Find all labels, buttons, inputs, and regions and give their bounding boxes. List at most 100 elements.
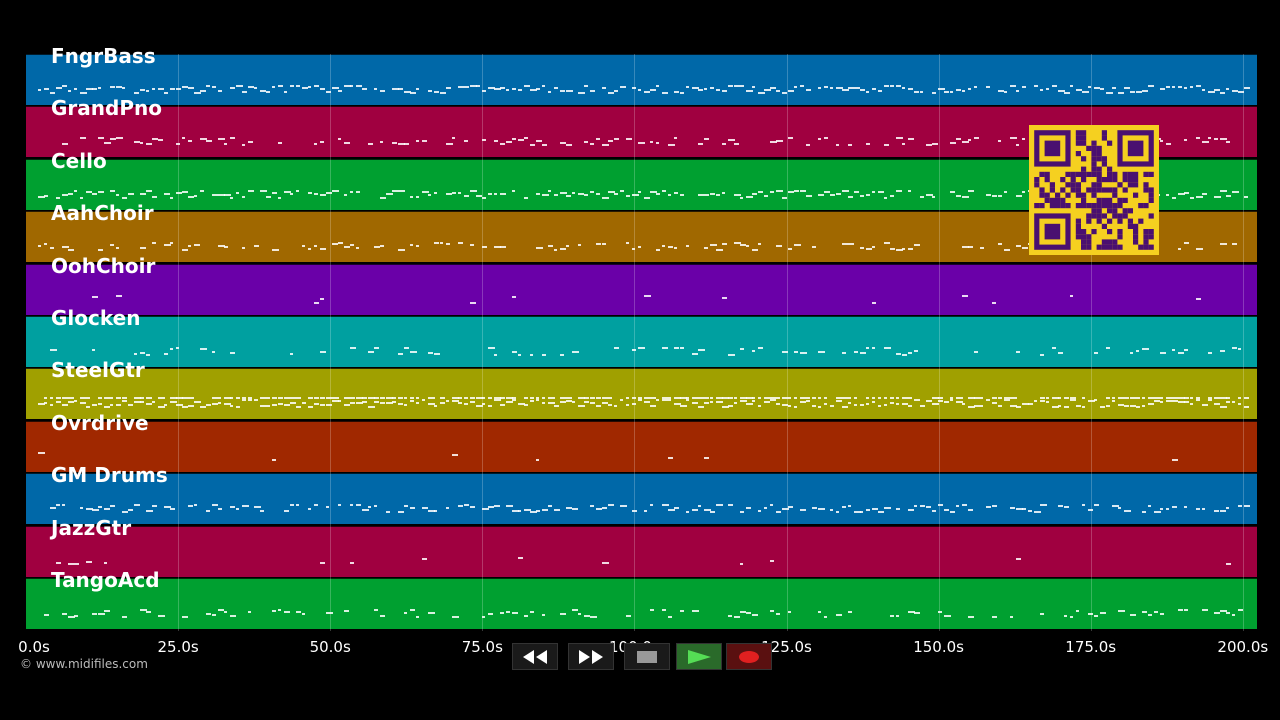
note-mark — [854, 87, 860, 89]
note-mark — [182, 249, 188, 252]
note-mark — [554, 87, 558, 89]
note-mark — [164, 506, 171, 509]
stop-button[interactable] — [624, 643, 670, 670]
note-mark — [1166, 86, 1170, 88]
note-mark — [398, 397, 403, 400]
note-mark — [98, 190, 104, 193]
note-mark — [170, 397, 177, 400]
note-mark — [62, 613, 67, 615]
note-mark — [272, 86, 275, 88]
note-mark — [428, 403, 435, 406]
note-mark — [422, 507, 428, 510]
note-mark — [104, 406, 110, 409]
note-mark — [494, 397, 501, 400]
note-mark — [860, 89, 865, 91]
note-mark — [1022, 508, 1026, 511]
note-mark — [1196, 508, 1200, 511]
note-mark — [476, 397, 483, 400]
note-mark — [230, 506, 235, 509]
note-mark — [1214, 195, 1221, 198]
note-mark — [212, 397, 218, 400]
note-mark — [224, 403, 231, 406]
record-button[interactable] — [726, 643, 772, 670]
note-mark — [626, 138, 632, 141]
note-mark — [548, 402, 555, 405]
note-mark — [620, 399, 623, 402]
note-mark — [218, 508, 222, 511]
note-mark — [872, 397, 875, 400]
note-mark — [404, 347, 409, 349]
note-mark — [530, 611, 534, 613]
note-mark — [512, 399, 516, 402]
note-mark — [848, 505, 851, 508]
note-mark — [518, 403, 525, 406]
qr-code-icon[interactable] — [1029, 125, 1159, 255]
note-mark — [134, 353, 137, 355]
note-mark — [578, 613, 581, 615]
note-mark — [482, 616, 485, 618]
fast-forward-button[interactable] — [568, 643, 614, 670]
note-mark — [380, 141, 383, 144]
note-mark — [1016, 351, 1020, 353]
note-mark — [596, 243, 601, 246]
note-mark — [146, 354, 150, 356]
note-mark — [1208, 91, 1215, 93]
note-mark — [896, 397, 899, 400]
note-mark — [488, 347, 495, 349]
note-mark — [554, 193, 558, 196]
note-mark — [86, 406, 90, 409]
note-mark — [1094, 615, 1098, 617]
note-mark — [1016, 557, 1021, 560]
note-mark — [506, 401, 513, 404]
note-mark — [374, 505, 377, 508]
note-mark — [68, 192, 73, 195]
note-mark — [668, 246, 673, 249]
note-mark — [650, 405, 656, 408]
note-mark — [1202, 89, 1205, 91]
note-mark — [500, 397, 505, 400]
note-mark — [218, 193, 225, 196]
note-mark — [842, 397, 848, 400]
note-mark — [446, 87, 451, 89]
note-mark — [338, 90, 342, 92]
note-mark — [194, 244, 200, 247]
note-mark — [470, 301, 476, 304]
note-mark — [350, 347, 356, 349]
note-mark — [842, 189, 849, 192]
note-mark — [698, 349, 705, 351]
note-mark — [1016, 406, 1021, 409]
note-mark — [746, 397, 753, 400]
note-mark — [566, 400, 572, 403]
note-mark — [470, 189, 477, 192]
play-button[interactable] — [676, 643, 722, 670]
rewind-button[interactable] — [512, 643, 558, 670]
note-mark — [704, 397, 709, 400]
note-mark — [344, 397, 350, 400]
note-mark — [1172, 86, 1175, 88]
note-mark — [872, 347, 875, 349]
note-mark — [710, 192, 715, 195]
note-mark — [674, 191, 678, 194]
note-mark — [1232, 347, 1237, 349]
note-mark — [356, 247, 359, 250]
note-mark — [1178, 352, 1184, 354]
note-mark — [1040, 504, 1047, 507]
note-mark — [290, 397, 296, 400]
note-mark — [1184, 506, 1187, 509]
note-mark — [1010, 507, 1015, 510]
note-mark — [1226, 397, 1230, 400]
note-mark — [656, 399, 659, 402]
note-mark — [458, 505, 463, 508]
note-mark — [350, 244, 354, 247]
note-mark — [38, 451, 45, 454]
note-mark — [614, 90, 618, 92]
note-mark — [1010, 405, 1017, 408]
note-mark — [422, 140, 427, 143]
note-mark — [158, 615, 165, 617]
note-mark — [488, 87, 495, 89]
note-mark — [392, 401, 396, 404]
note-mark — [140, 352, 145, 354]
note-mark — [224, 246, 228, 249]
note-mark — [986, 86, 990, 88]
note-mark — [68, 397, 74, 400]
